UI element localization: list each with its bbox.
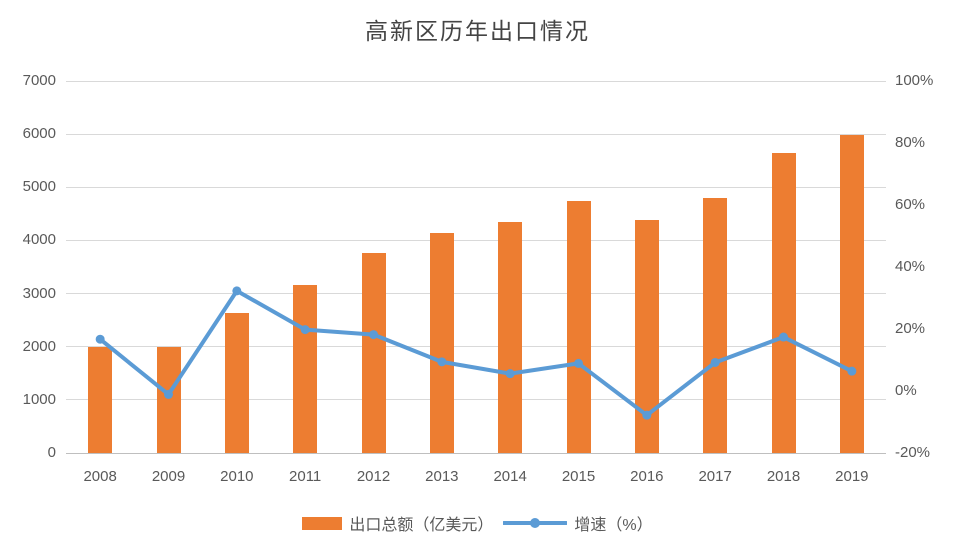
left-axis-tick-label: 7000 <box>22 72 56 89</box>
right-axis-tick-label: 100% <box>895 72 934 89</box>
right-axis-tick-label: 40% <box>895 258 926 275</box>
left-axis-tick-label: 0 <box>47 444 56 461</box>
bar-2014 <box>498 221 523 453</box>
left-axis-tick-label: 3000 <box>22 284 56 302</box>
gridline <box>66 346 886 348</box>
bar-2011 <box>293 284 318 453</box>
x-axis-label-2011: 2011 <box>289 468 322 485</box>
x-axis-label-2015: 2015 <box>561 468 596 485</box>
x-axis-label-2016: 2016 <box>630 468 664 485</box>
gridline <box>66 239 886 241</box>
gridline <box>66 399 886 401</box>
left-axis-tick-label: 6000 <box>22 125 56 143</box>
left-axis-tick-label: 4000 <box>22 231 56 249</box>
x-axis-label-2010: 2010 <box>220 468 254 485</box>
bar-2015 <box>566 201 591 453</box>
bar-2009 <box>156 346 181 453</box>
left-axis-tick-label: 2000 <box>22 337 56 355</box>
x-axis-label-2009: 2009 <box>151 468 186 485</box>
growth-line <box>98 288 854 418</box>
bar-2019 <box>839 135 864 453</box>
bar-2016 <box>634 220 659 453</box>
x-axis-label-2018: 2018 <box>766 468 801 485</box>
x-axis-label-2017: 2017 <box>698 468 732 485</box>
x-axis-label-2013: 2013 <box>425 468 459 485</box>
x-axis-label-2008: 2008 <box>83 468 117 485</box>
right-axis-tick-label: 80% <box>895 134 926 151</box>
bar-2012 <box>361 252 386 453</box>
x-axis-label-2014: 2014 <box>493 468 527 485</box>
bar-2018 <box>771 152 796 453</box>
x-axis-label-2012: 2012 <box>356 468 391 485</box>
bar-2013 <box>429 232 454 453</box>
right-axis-tick-label: -20% <box>895 444 931 461</box>
x-axis-line <box>66 452 886 454</box>
left-axis-tick-label: 1000 <box>22 390 56 408</box>
bar-2008 <box>88 346 113 453</box>
gridline <box>66 186 886 188</box>
legend-item-growth: 增速（%） <box>503 511 653 535</box>
gridline <box>66 133 886 135</box>
right-axis-tick-label: 60% <box>895 196 926 213</box>
gridline <box>66 80 886 82</box>
gridline <box>66 293 886 295</box>
bar-2010 <box>224 312 249 453</box>
right-axis-tick-label: 20% <box>895 320 926 337</box>
legend-bar-swatch-icon <box>302 516 343 530</box>
legend-line-swatch-icon <box>503 518 568 528</box>
legend: 出口总额（亿美元） 增速（%） <box>0 511 955 535</box>
right-axis-tick-label: 0% <box>895 382 917 399</box>
bar-2017 <box>703 198 728 453</box>
legend-item-exports: 出口总额（亿美元） <box>302 511 493 535</box>
line-marker-2008 <box>95 334 105 344</box>
legend-label-exports: 出口总额（亿美元） <box>349 517 494 534</box>
legend-label-growth: 增速（%） <box>574 517 653 534</box>
left-axis-tick-label: 5000 <box>22 178 56 196</box>
chart-title: 高新区历年出口情况 <box>365 19 590 45</box>
x-axis-label-2019: 2019 <box>835 468 869 485</box>
